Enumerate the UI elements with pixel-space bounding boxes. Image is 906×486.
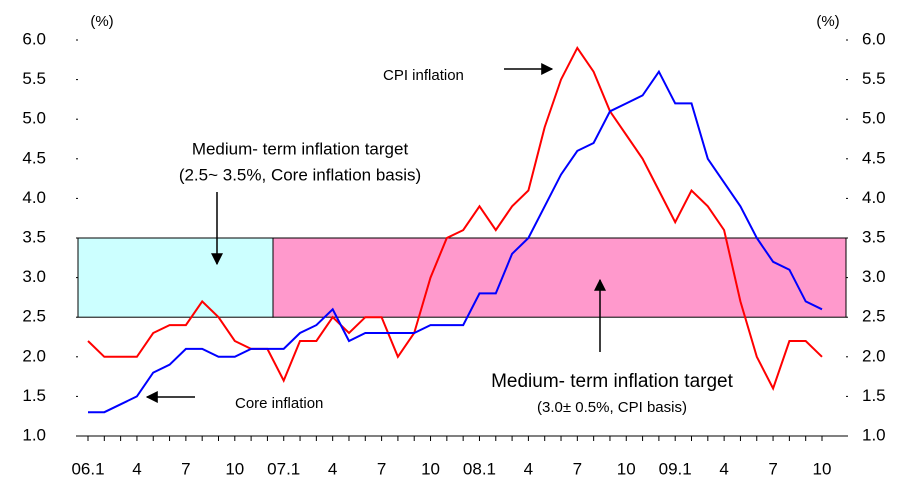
y2-tick-label: 4.0 (862, 188, 886, 207)
x-tick-label: 7 (768, 459, 777, 478)
y2-tick-label: 4.5 (862, 148, 886, 167)
x-tick-label: 7 (573, 459, 582, 478)
y2-tick-label: 1.0 (862, 425, 886, 444)
y-tick-label: 2.5 (22, 307, 46, 326)
x-tick-label: 07.1 (267, 459, 300, 478)
y2-tick-label: 5.5 (862, 69, 886, 88)
y-tick-label: 5.0 (22, 109, 46, 128)
band-sublabel: (3.0± 0.5%, CPI basis) (537, 399, 687, 416)
y-tick-label: 4.5 (22, 148, 46, 167)
y2-tick-label: 2.5 (862, 307, 886, 326)
y-tick-label: 6.0 (22, 29, 46, 48)
y2-unit: (%) (816, 13, 839, 30)
band-label: Medium- term inflation target (192, 139, 409, 158)
band-label: Medium- term inflation target (491, 371, 734, 392)
band-sublabel: (2.5~ 3.5%, Core inflation basis) (179, 165, 421, 184)
x-tick-label: 10 (617, 459, 636, 478)
x-tick-label: 08.1 (463, 459, 496, 478)
y-tick-label: 1.0 (22, 425, 46, 444)
x-tick-label: 7 (181, 459, 190, 478)
y-tick-label: 5.5 (22, 69, 46, 88)
y-tick-label: 3.5 (22, 227, 46, 246)
series-line (87, 45, 823, 392)
y2-tick-label: 1.5 (862, 386, 886, 405)
x-tick-label: 06.1 (71, 459, 104, 478)
y2-tick-label: 3.0 (862, 267, 886, 286)
series-label: Core inflation (235, 395, 323, 412)
y2-tick-label: 2.0 (862, 346, 886, 365)
series-line (88, 69, 823, 414)
x-tick-label: 7 (377, 459, 386, 478)
series-label: CPI inflation (383, 67, 464, 84)
x-tick-label: 10 (225, 459, 244, 478)
y2-tick-label: 3.5 (862, 227, 886, 246)
y-tick-label: 3.0 (22, 267, 46, 286)
x-tick-label: 4 (719, 459, 728, 478)
y-unit: (%) (90, 13, 113, 30)
target-band (77, 237, 274, 318)
x-tick-label: 4 (328, 459, 337, 478)
x-tick-label: 10 (813, 459, 832, 478)
y-tick-label: 4.0 (22, 188, 46, 207)
y-tick-label: 2.0 (22, 346, 46, 365)
target-band (272, 237, 847, 318)
x-tick-label: 4 (524, 459, 533, 478)
y2-tick-label: 5.0 (862, 109, 886, 128)
x-tick-label: 4 (132, 459, 141, 478)
y-tick-label: 1.5 (22, 386, 46, 405)
x-tick-label: 09.1 (659, 459, 692, 478)
y2-tick-label: 6.0 (862, 29, 886, 48)
x-tick-label: 10 (421, 459, 440, 478)
